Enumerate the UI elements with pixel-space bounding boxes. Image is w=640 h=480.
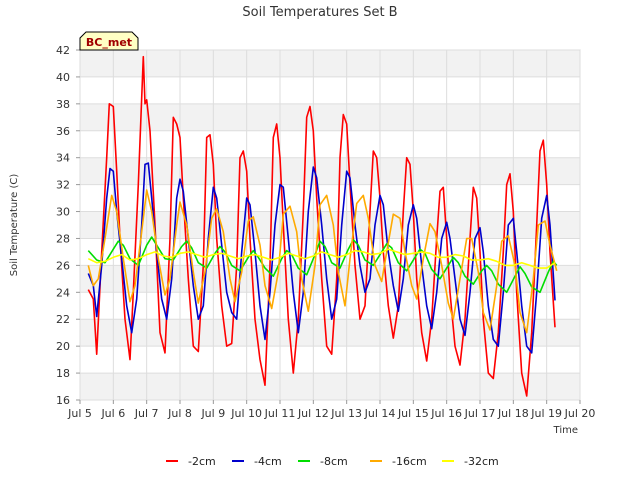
plot-band [80,319,580,347]
plot-band [80,157,580,185]
series-lines [87,55,558,397]
legend-item: -8cm [298,455,348,468]
legend-item: -4cm [232,455,282,468]
legend-item: -32cm [442,455,499,468]
x-tick-label: Jul 13 [330,407,362,420]
x-tick-label: Jul 8 [167,407,192,420]
plot-band [80,373,580,400]
x-tick-label: Jul 18 [497,407,529,420]
series-line-minus-32cm [87,248,556,269]
gridlines [79,49,581,401]
y-tick-label: 34 [56,152,70,165]
legend: -2cm -4cm -8cm -16cm -32cm [166,455,499,468]
x-tick-label: Jul 19 [530,407,562,420]
y-tick-label: 18 [56,367,70,380]
plot-band [80,211,580,239]
legend-item: -2cm [166,455,216,468]
y-tick-label: 32 [56,179,70,192]
y-tick-label: 26 [56,259,70,272]
legend-label: -2cm [188,455,216,468]
y-axis: 16 18 20 22 24 26 28 30 32 34 36 38 40 42 [56,44,80,407]
x-tick-label: Jul 6 [100,407,125,420]
plot-background-bands [80,50,580,400]
station-badge: BC_met [79,31,139,51]
y-tick-label: 36 [56,125,70,138]
x-tick-label: Jul 9 [200,407,225,420]
legend-label: -8cm [320,455,348,468]
y-tick-label: 30 [56,206,70,219]
y-tick-label: 22 [56,313,70,326]
series-line-minus-8cm [87,236,558,294]
series-line-minus-16cm [87,189,558,334]
legend-label: -16cm [392,455,427,468]
y-tick-label: 28 [56,232,70,245]
chart-title: Soil Temperatures Set B [242,5,397,20]
x-tick-label: Jul 16 [430,407,462,420]
x-axis: Jul 5 Jul 6 Jul 7 Jul 8 Jul 9 Jul 10 Jul 11 Jul… [67,400,595,420]
plot-band [80,103,580,131]
station-label: BC_met [86,36,132,49]
station-badge-box [79,31,139,51]
x-tick-label: Jul 14 [364,407,396,420]
x-axis-title: Time [553,425,578,436]
y-axis-title: Soil Temperature (C) [9,174,20,277]
series-line-minus-4cm [87,162,556,354]
y-tick-label: 42 [56,44,70,57]
x-tick-label: Jul 20 [564,407,596,420]
y-tick-label: 20 [56,340,70,353]
y-tick-label: 38 [56,98,70,111]
legend-label: -4cm [254,455,282,468]
x-tick-label: Jul 11 [264,407,296,420]
x-tick-label: Jul 15 [397,407,429,420]
series-line-minus-2cm [87,55,556,397]
x-tick-label: Jul 12 [297,407,329,420]
x-tick-label: Jul 5 [67,407,92,420]
x-tick-label: Jul 10 [230,407,262,420]
legend-item: -16cm [370,455,427,468]
legend-label: -32cm [464,455,499,468]
y-tick-label: 16 [56,394,70,407]
plot-band [80,50,580,77]
x-tick-label: Jul 17 [464,407,496,420]
x-tick-label: Jul 7 [134,407,159,420]
y-tick-label: 24 [56,286,70,299]
y-tick-label: 40 [56,71,70,84]
